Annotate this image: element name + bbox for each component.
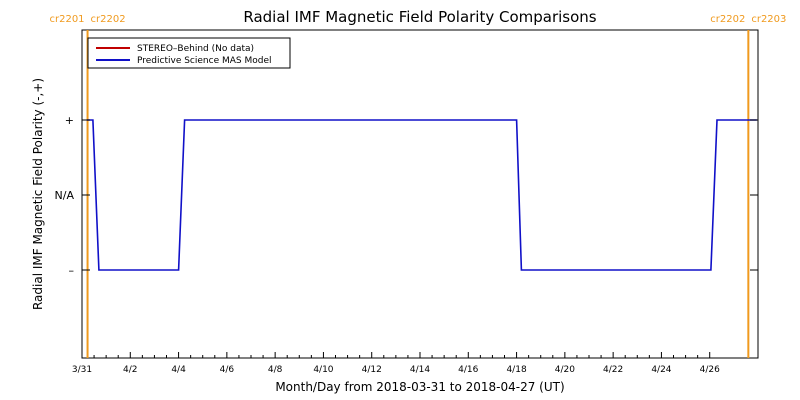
series-group bbox=[86, 119, 757, 271]
x-tick-label: 4/18 bbox=[506, 365, 526, 375]
carrington-label-right: cr2202 bbox=[91, 14, 126, 25]
legend-label-mas: Predictive Science MAS Model bbox=[137, 56, 272, 66]
carrington-label-left: cr2201 bbox=[49, 14, 84, 25]
series-line-mas-model bbox=[86, 119, 757, 271]
x-tick-label: 4/22 bbox=[603, 365, 623, 375]
x-tick-label: 4/26 bbox=[700, 365, 720, 375]
x-tick-label: 4/4 bbox=[171, 365, 186, 375]
chart-title: Radial IMF Magnetic Field Polarity Compa… bbox=[243, 8, 596, 26]
carrington-rotation-markers: cr2201 cr2202 cr2202 cr2203 bbox=[49, 14, 786, 358]
x-tick-label: 3/31 bbox=[72, 365, 92, 375]
y-axis-ticks: + N/A – bbox=[55, 114, 758, 277]
x-tick-label: 4/14 bbox=[410, 365, 430, 375]
x-tick-label: 4/2 bbox=[123, 365, 137, 375]
legend: STEREO–Behind (No data) Predictive Scien… bbox=[87, 37, 291, 69]
y-tick-label: N/A bbox=[55, 189, 75, 202]
x-tick-label: 4/10 bbox=[313, 365, 333, 375]
x-tick-label: 4/16 bbox=[458, 365, 478, 375]
y-tick-label: + bbox=[65, 114, 74, 127]
x-axis-label: Month/Day from 2018-03-31 to 2018-04-27 … bbox=[275, 380, 564, 394]
plot-frame bbox=[81, 29, 759, 359]
y-tick-label: – bbox=[69, 264, 75, 277]
x-tick-label: 4/24 bbox=[651, 365, 671, 375]
legend-label-stereo: STEREO–Behind (No data) bbox=[137, 44, 254, 54]
x-tick-label: 4/6 bbox=[220, 365, 235, 375]
y-axis-label: Radial IMF Magnetic Field Polarity (-,+) bbox=[31, 78, 45, 310]
carrington-label-left: cr2202 bbox=[710, 14, 745, 25]
x-axis-ticks: 3/31 4/2 4/4 4/6 4/8 4/10 4/12 4/14 4/16 4/18 4/20… bbox=[72, 352, 720, 375]
carrington-label-right: cr2203 bbox=[751, 14, 786, 25]
legend-box bbox=[87, 37, 291, 69]
x-tick-label: 4/8 bbox=[268, 365, 283, 375]
x-tick-label: 4/12 bbox=[362, 365, 382, 375]
x-tick-label: 4/20 bbox=[555, 365, 575, 375]
